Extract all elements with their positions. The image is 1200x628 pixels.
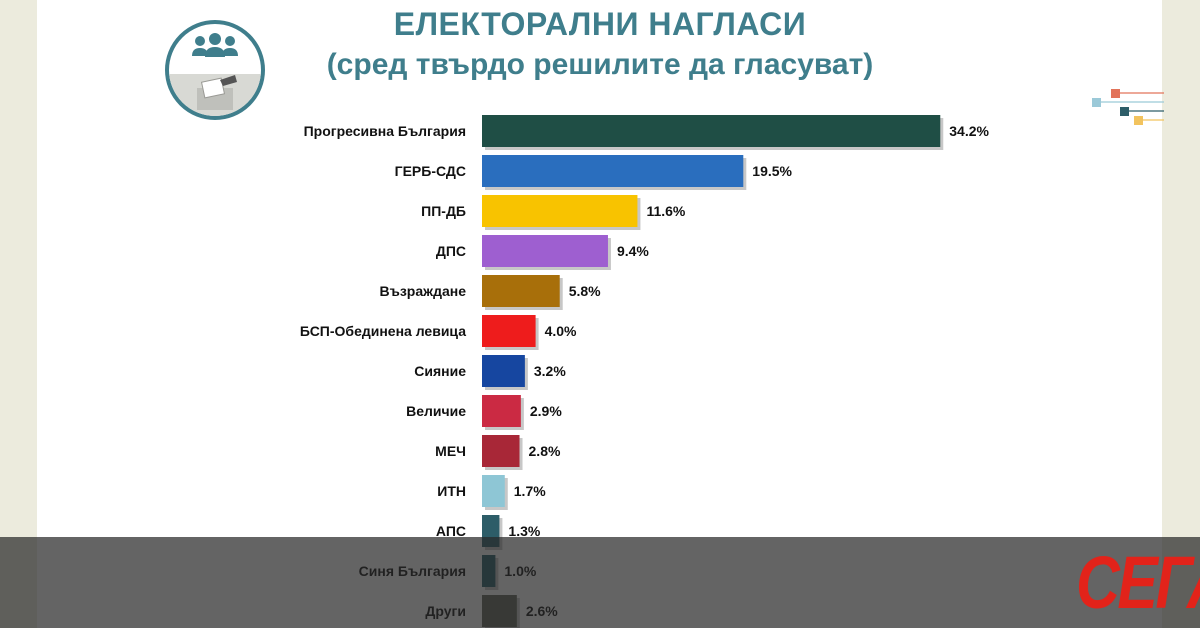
category-label: Величие — [406, 403, 466, 419]
value-label: 34.2% — [949, 123, 989, 139]
value-label: 4.0% — [545, 323, 577, 339]
voters-badge — [165, 20, 265, 120]
category-label: ИТН — [437, 483, 466, 499]
category-label: ПП-ДБ — [421, 203, 466, 219]
decorative-lines — [1092, 89, 1164, 125]
bottom-overlay-band — [0, 537, 1200, 628]
category-label: Възраждане — [380, 283, 467, 299]
category-label: Сияние — [414, 363, 466, 379]
bar — [482, 115, 941, 147]
value-label: 2.9% — [530, 403, 562, 419]
chart-subtitle: (сред твърдо решилите да гласуват) — [326, 48, 874, 81]
category-label: АПС — [436, 523, 466, 539]
ballot-box-icon — [197, 75, 237, 110]
sega-logo: СЕГА — [1076, 541, 1200, 624]
bar — [482, 475, 505, 507]
people-group-icon — [192, 33, 238, 57]
bar — [482, 315, 536, 347]
value-label: 11.6% — [646, 203, 685, 219]
value-label: 2.8% — [529, 443, 561, 459]
value-label: 9.4% — [617, 243, 649, 259]
bar — [482, 235, 608, 267]
category-label: ГЕРБ-СДС — [395, 163, 466, 179]
value-label: 5.8% — [569, 283, 601, 299]
value-label: 3.2% — [534, 363, 566, 379]
value-label: 1.7% — [514, 483, 546, 499]
value-label: 19.5% — [752, 163, 792, 179]
category-label: МЕЧ — [435, 443, 466, 459]
bar — [482, 155, 744, 187]
bar — [482, 395, 521, 427]
category-label: Прогресивна България — [304, 123, 466, 139]
bar — [482, 275, 560, 307]
bar — [482, 195, 638, 227]
category-label: БСП-Обединена левица — [300, 323, 466, 339]
bar — [482, 355, 525, 387]
value-label: 1.3% — [508, 523, 540, 539]
bar — [482, 435, 520, 467]
chart-title: ЕЛЕКТОРАЛНИ НАГЛАСИ — [393, 6, 807, 42]
category-label: ДПС — [436, 243, 466, 259]
